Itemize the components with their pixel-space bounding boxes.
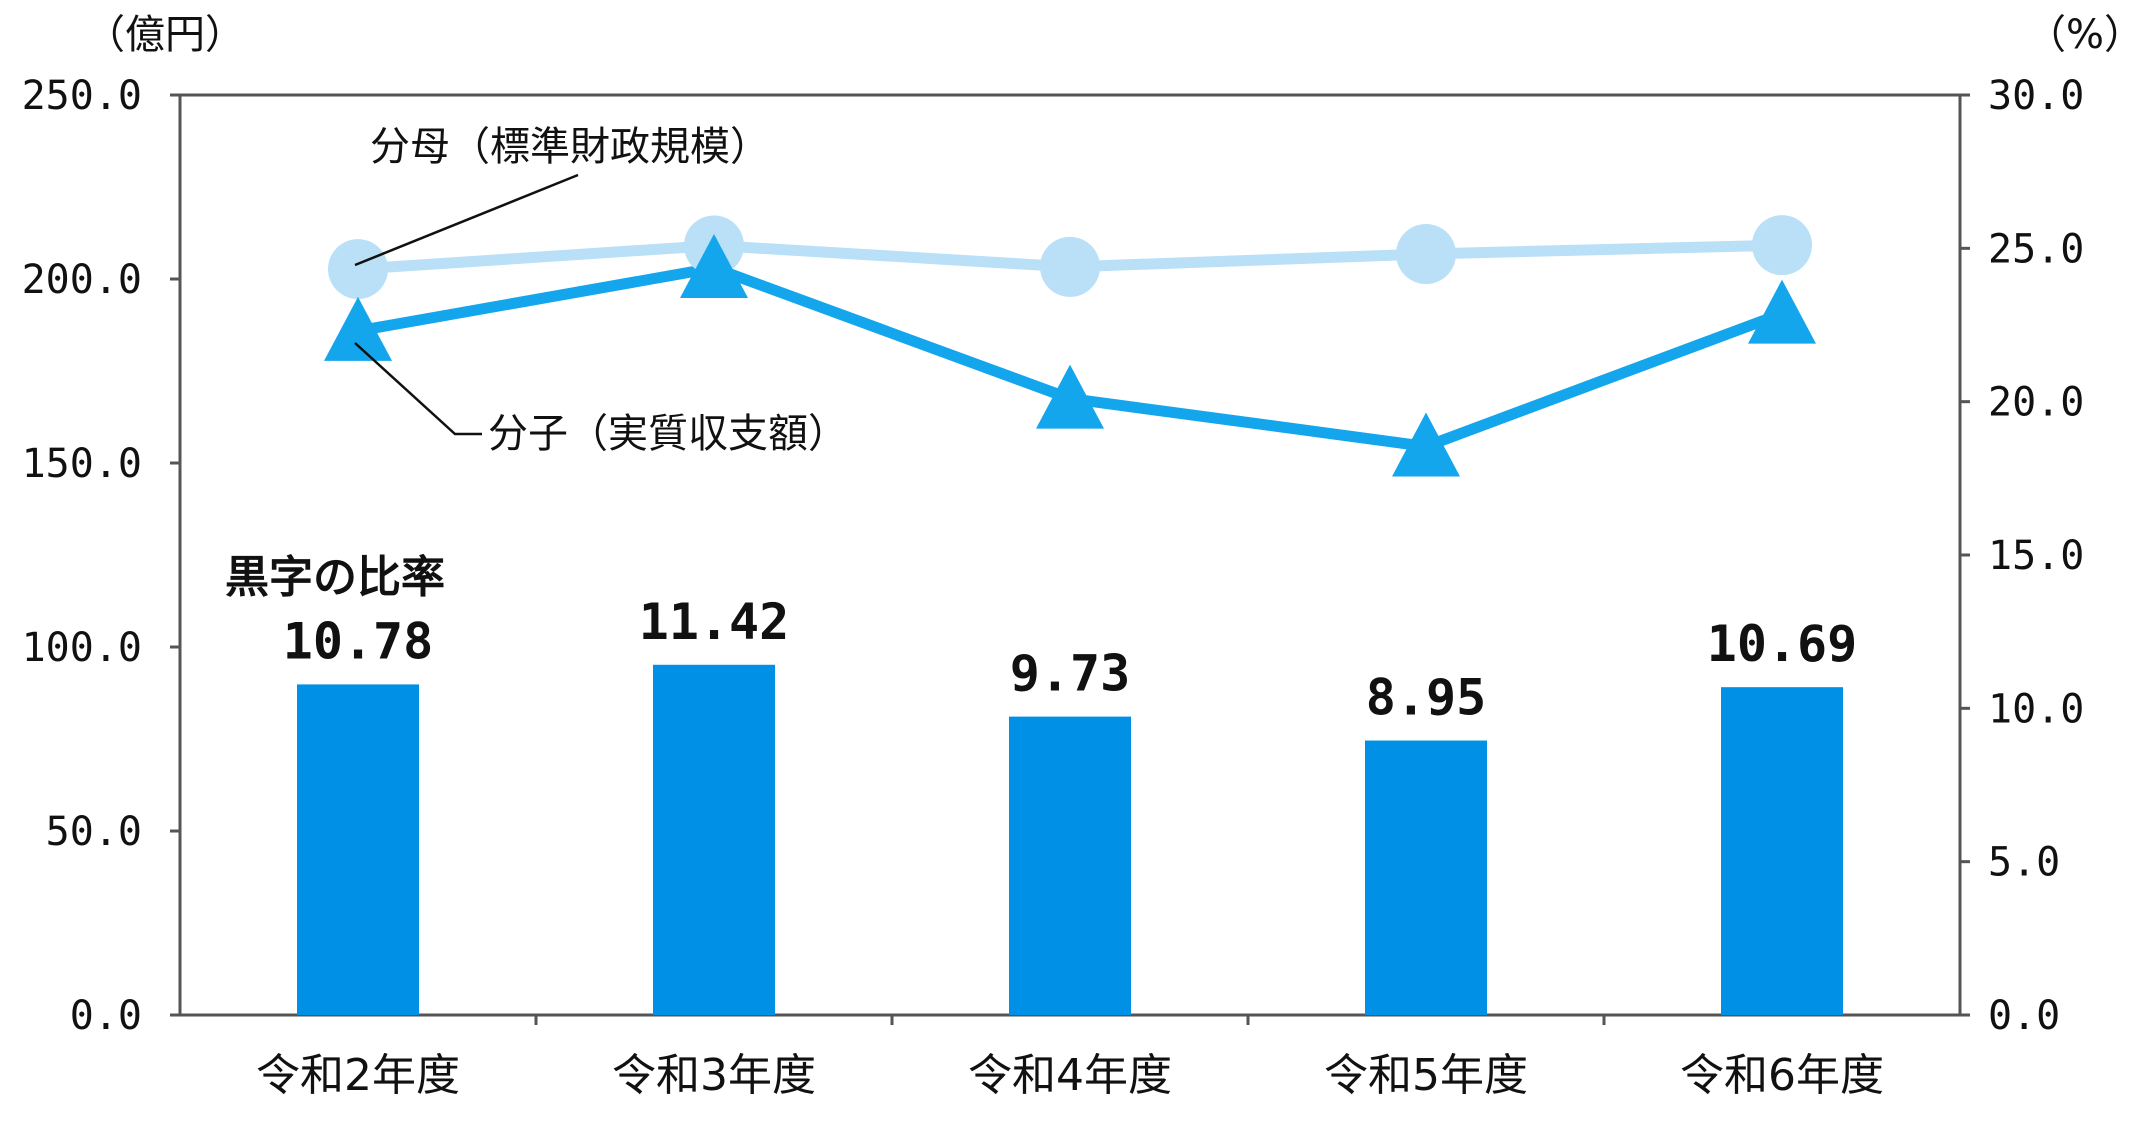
bar-value-label: 8.95	[1366, 669, 1486, 727]
right-tick-label: 10.0	[1988, 686, 2084, 732]
marker-numerator	[1392, 412, 1460, 477]
bar-value-label: 10.69	[1707, 615, 1858, 673]
bar	[653, 664, 775, 1015]
right-tick-label: 0.0	[1988, 993, 2060, 1039]
marker-numerator	[1036, 364, 1104, 429]
callout-leader-denominator	[354, 173, 579, 267]
callout-leader-numerator	[354, 342, 482, 436]
bar	[1009, 716, 1131, 1015]
bar-value-label: 10.78	[283, 612, 434, 670]
bar-value-label: 11.42	[639, 593, 790, 651]
marker-denominator	[1396, 223, 1456, 284]
right-tick-label: 20.0	[1988, 380, 2084, 426]
left-tick-label: 0.0	[70, 993, 142, 1039]
left-tick-label: 250.0	[22, 73, 142, 119]
bar	[1721, 687, 1843, 1015]
bar-series-title: 黒字の比率	[225, 552, 445, 603]
marker-denominator	[328, 239, 388, 300]
marker-numerator	[1748, 279, 1816, 344]
left-tick-label: 150.0	[22, 441, 142, 487]
bar	[297, 684, 419, 1015]
category-label: 令和6年度	[1680, 1050, 1884, 1101]
right-tick-label: 30.0	[1988, 73, 2084, 119]
marker-denominator	[1040, 236, 1100, 297]
category-label: 令和5年度	[1324, 1050, 1528, 1101]
right-tick-label: 25.0	[1988, 226, 2084, 272]
marker-numerator	[680, 233, 748, 298]
right-tick-label: 5.0	[1988, 840, 2060, 886]
right-axis-unit: （%）	[2026, 12, 2141, 58]
right-tick-label: 15.0	[1988, 533, 2084, 579]
category-label: 令和2年度	[256, 1050, 460, 1101]
left-tick-label: 100.0	[22, 625, 142, 671]
marker-denominator	[1752, 215, 1812, 276]
callout-denominator: 分母（標準財政規模）	[370, 124, 770, 170]
left-tick-label: 200.0	[22, 257, 142, 303]
category-label: 令和4年度	[968, 1050, 1172, 1101]
bar-value-label: 9.73	[1010, 645, 1130, 703]
left-axis-unit: （億円）	[85, 12, 245, 58]
marker-numerator	[324, 296, 392, 361]
bar	[1365, 740, 1487, 1015]
left-tick-label: 50.0	[46, 809, 142, 855]
category-label: 令和3年度	[612, 1050, 816, 1101]
callout-numerator: 分子（実質収支額）	[488, 411, 848, 457]
